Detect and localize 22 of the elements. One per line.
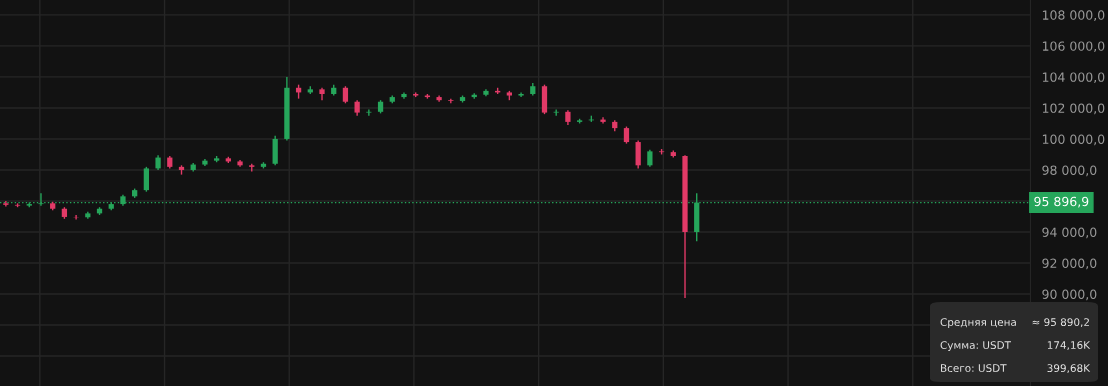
y-tick-label: 92 000,0 — [1042, 258, 1097, 270]
candlestick — [448, 97, 454, 104]
text: 399,68K — [1047, 364, 1091, 374]
candlestick — [366, 108, 372, 117]
ref-line-label: 95 896,9 — [1034, 196, 1089, 208]
candlestick — [635, 139, 641, 170]
annotation: Средняя цена — [940, 318, 1016, 329]
annotation: Всего: USDT — [941, 364, 1007, 373]
annotation: Сумма: USDT — [940, 341, 1012, 352]
candlestick — [143, 166, 149, 193]
y-tick-label: 98 000,0 — [1042, 165, 1097, 177]
candlestick — [38, 192, 44, 207]
y-tick-label: 104 000,0 — [1042, 72, 1105, 84]
y-tick-label: 94 000,0 — [1042, 227, 1097, 239]
text: ≈ 95 890,2 — [1032, 318, 1089, 328]
y-tick-label: 100 000,0 — [1042, 134, 1105, 146]
y-tick-label: 102 000,0 — [1042, 103, 1105, 115]
y-tick-label: 106 000,0 — [1042, 41, 1105, 53]
text: 174,16K — [1047, 341, 1091, 351]
y-tick-label: 90 000,0 — [1042, 289, 1097, 301]
candlestick — [518, 91, 524, 98]
y-tick-label: 108 000,0 — [1042, 10, 1105, 22]
